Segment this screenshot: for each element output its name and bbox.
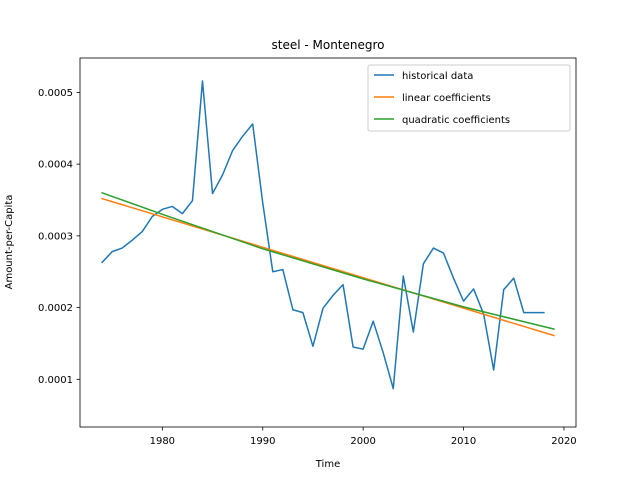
x-tick-label: 1990	[250, 436, 275, 447]
x-tick-label: 2010	[451, 436, 476, 447]
x-axis-label: Time	[315, 459, 340, 470]
legend-entry-0: historical data	[402, 71, 473, 82]
y-axis: 0.0001 0.0002 0.0003 0.0004 0.0005	[38, 88, 80, 386]
x-tick-label: 2020	[551, 436, 576, 447]
series-line-0	[101, 80, 545, 390]
y-tick-label: 0.0003	[38, 231, 73, 242]
x-axis: 1980 1990 2000 2010 2020	[150, 427, 577, 447]
y-tick-label: 0.0004	[38, 160, 73, 171]
y-axis-label: Amount-per-Capita	[4, 195, 15, 290]
axes-frame	[79, 57, 577, 428]
legend: historical data linear coefficients quadra…	[367, 64, 571, 132]
chart-title: steel - Montenegro	[271, 38, 384, 52]
series-line-2	[101, 191, 555, 331]
y-tick-label: 0.0005	[38, 88, 73, 99]
legend-entry-2: quadratic coefficients	[402, 115, 510, 126]
plot-area	[79, 57, 577, 428]
legend-entry-1: linear coefficients	[402, 93, 491, 104]
y-tick-label: 0.0001	[38, 375, 73, 386]
legend-box	[367, 64, 571, 132]
x-tick-label: 1980	[150, 436, 175, 447]
y-tick-label: 0.0002	[38, 303, 73, 314]
series-line-1	[101, 197, 555, 337]
x-tick-label: 2000	[350, 436, 375, 447]
